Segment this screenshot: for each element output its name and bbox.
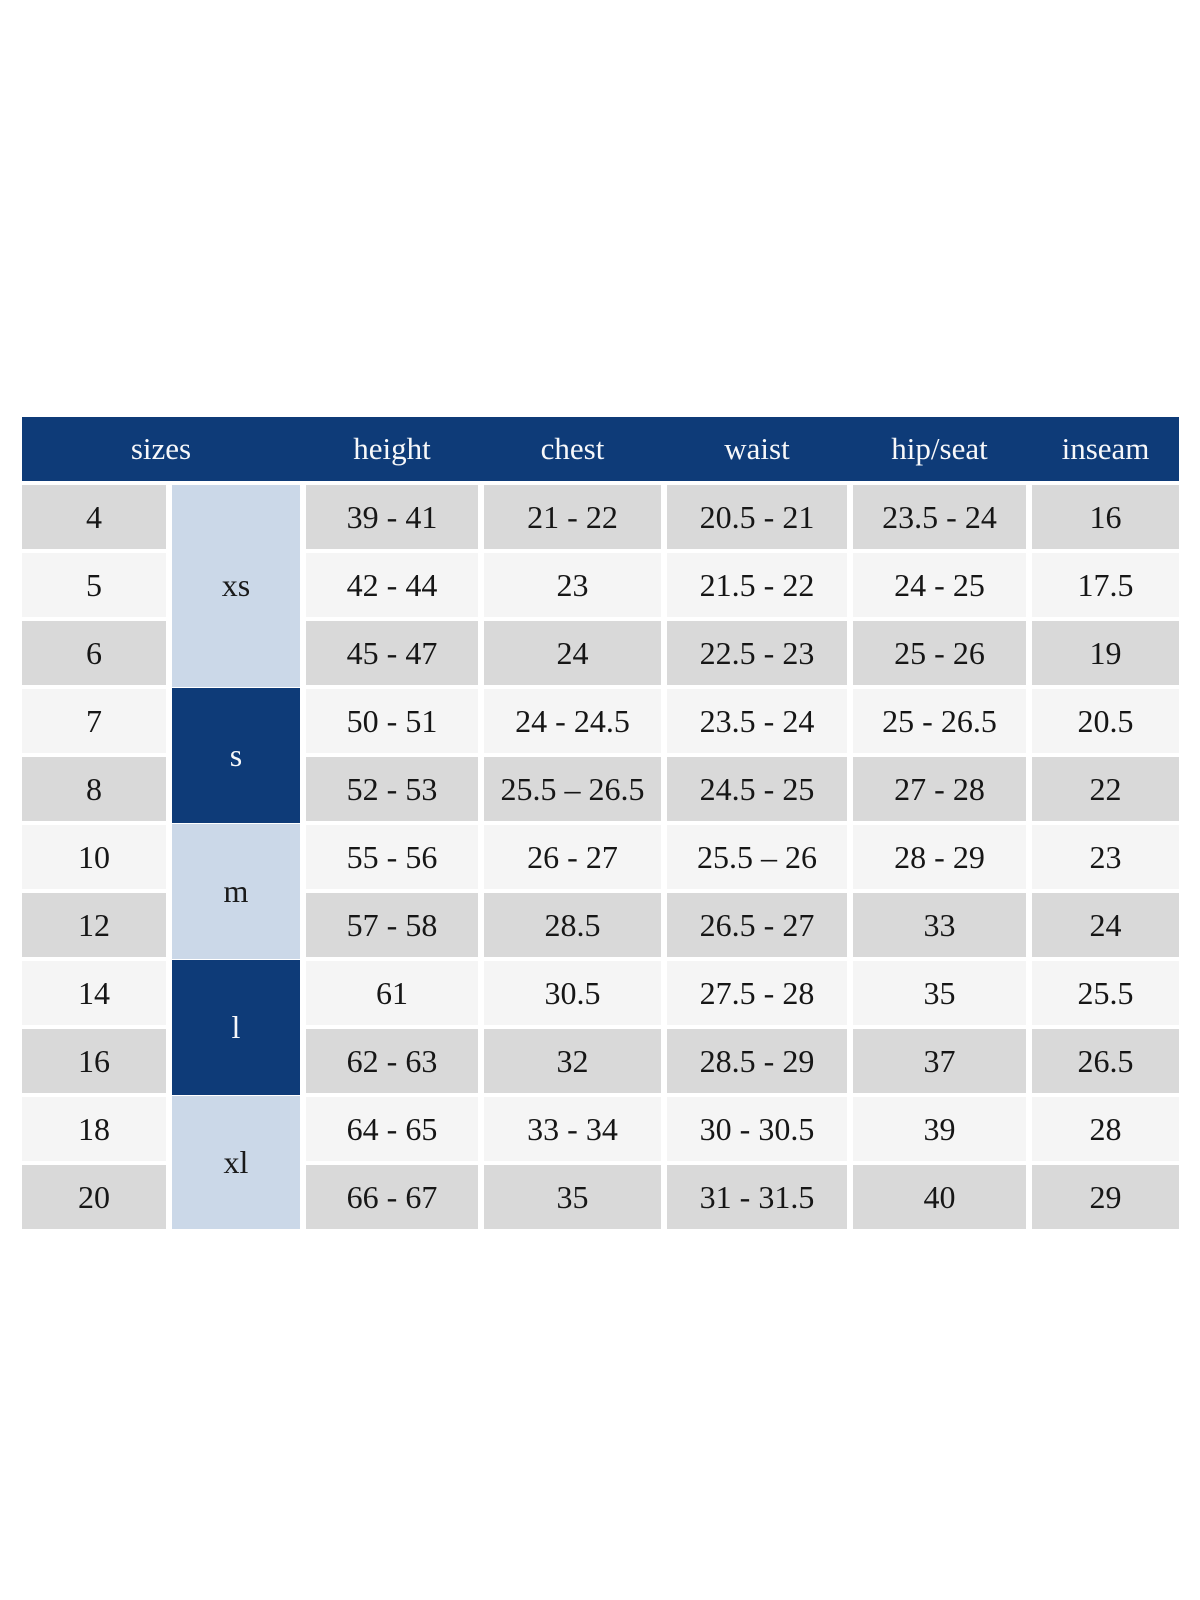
cell-chest: 28.5 xyxy=(484,893,661,957)
cell-size: 5 xyxy=(22,553,166,617)
cell-waist: 26.5 - 27 xyxy=(667,893,847,957)
cell-hip-seat: 25 - 26 xyxy=(853,621,1026,685)
cell-inseam: 28 xyxy=(1032,1097,1179,1161)
cell-inseam: 23 xyxy=(1032,825,1179,889)
cell-inseam: 16 xyxy=(1032,485,1179,549)
cell-hip-seat: 24 - 25 xyxy=(853,553,1026,617)
cell-size: 7 xyxy=(22,689,166,753)
cell-waist: 22.5 - 23 xyxy=(667,621,847,685)
cell-height: 52 - 53 xyxy=(306,757,478,821)
cell-hip-seat: 39 xyxy=(853,1097,1026,1161)
cell-height: 50 - 51 xyxy=(306,689,478,753)
cell-height: 57 - 58 xyxy=(306,893,478,957)
cell-height: 62 - 63 xyxy=(306,1029,478,1093)
size-chart-table: sizes height chest waist hip/seat inseam… xyxy=(22,417,1179,1229)
cell-inseam: 25.5 xyxy=(1032,961,1179,1025)
cell-size: 12 xyxy=(22,893,166,957)
cell-inseam: 29 xyxy=(1032,1165,1179,1229)
cell-hip-seat: 33 xyxy=(853,893,1026,957)
cell-size: 14 xyxy=(22,961,166,1025)
cell-hip-seat: 25 - 26.5 xyxy=(853,689,1026,753)
cell-inseam: 17.5 xyxy=(1032,553,1179,617)
cell-chest: 25.5 – 26.5 xyxy=(484,757,661,821)
group-cell-l: l xyxy=(172,959,300,1095)
header-cell-height: height xyxy=(353,431,431,466)
cell-waist: 30 - 30.5 xyxy=(667,1097,847,1161)
header-cell-hip-seat: hip/seat xyxy=(891,431,988,466)
header-cell-inseam: inseam xyxy=(1061,431,1150,466)
cell-chest: 21 - 22 xyxy=(484,485,661,549)
cell-hip-seat: 23.5 - 24 xyxy=(853,485,1026,549)
group-cell-s: s xyxy=(172,687,300,823)
cell-inseam: 19 xyxy=(1032,621,1179,685)
group-cell-xl: xl xyxy=(172,1095,300,1229)
header-cell-chest: chest xyxy=(540,431,605,466)
cell-chest: 35 xyxy=(484,1165,661,1229)
cell-size: 20 xyxy=(22,1165,166,1229)
header-cell-waist: waist xyxy=(724,431,790,466)
cell-waist: 28.5 - 29 xyxy=(667,1029,847,1093)
cell-chest: 26 - 27 xyxy=(484,825,661,889)
cell-waist: 31 - 31.5 xyxy=(667,1165,847,1229)
cell-height: 45 - 47 xyxy=(306,621,478,685)
cell-waist: 23.5 - 24 xyxy=(667,689,847,753)
cell-waist: 20.5 - 21 xyxy=(667,485,847,549)
cell-height: 55 - 56 xyxy=(306,825,478,889)
cell-inseam: 20.5 xyxy=(1032,689,1179,753)
cell-hip-seat: 28 - 29 xyxy=(853,825,1026,889)
cell-chest: 32 xyxy=(484,1029,661,1093)
cell-height: 61 xyxy=(306,961,478,1025)
cell-size: 4 xyxy=(22,485,166,549)
cell-hip-seat: 35 xyxy=(853,961,1026,1025)
cell-waist: 21.5 - 22 xyxy=(667,553,847,617)
cell-height: 66 - 67 xyxy=(306,1165,478,1229)
cell-chest: 30.5 xyxy=(484,961,661,1025)
cell-height: 39 - 41 xyxy=(306,485,478,549)
cell-waist: 25.5 – 26 xyxy=(667,825,847,889)
cell-inseam: 22 xyxy=(1032,757,1179,821)
cell-hip-seat: 27 - 28 xyxy=(853,757,1026,821)
cell-hip-seat: 37 xyxy=(853,1029,1026,1093)
cell-inseam: 26.5 xyxy=(1032,1029,1179,1093)
cell-waist: 24.5 - 25 xyxy=(667,757,847,821)
cell-inseam: 24 xyxy=(1032,893,1179,957)
cell-hip-seat: 40 xyxy=(853,1165,1026,1229)
table-header-row: sizes height chest waist hip/seat inseam xyxy=(22,417,1179,481)
cell-size: 10 xyxy=(22,825,166,889)
group-cell-xs: xs xyxy=(172,485,300,687)
cell-chest: 23 xyxy=(484,553,661,617)
cell-height: 42 - 44 xyxy=(306,553,478,617)
cell-size: 6 xyxy=(22,621,166,685)
cell-size: 16 xyxy=(22,1029,166,1093)
cell-size: 8 xyxy=(22,757,166,821)
cell-chest: 24 xyxy=(484,621,661,685)
cell-size: 18 xyxy=(22,1097,166,1161)
cell-chest: 24 - 24.5 xyxy=(484,689,661,753)
cell-waist: 27.5 - 28 xyxy=(667,961,847,1025)
group-cell-m: m xyxy=(172,823,300,959)
cell-chest: 33 - 34 xyxy=(484,1097,661,1161)
header-cell-sizes: sizes xyxy=(130,431,192,466)
cell-height: 64 - 65 xyxy=(306,1097,478,1161)
